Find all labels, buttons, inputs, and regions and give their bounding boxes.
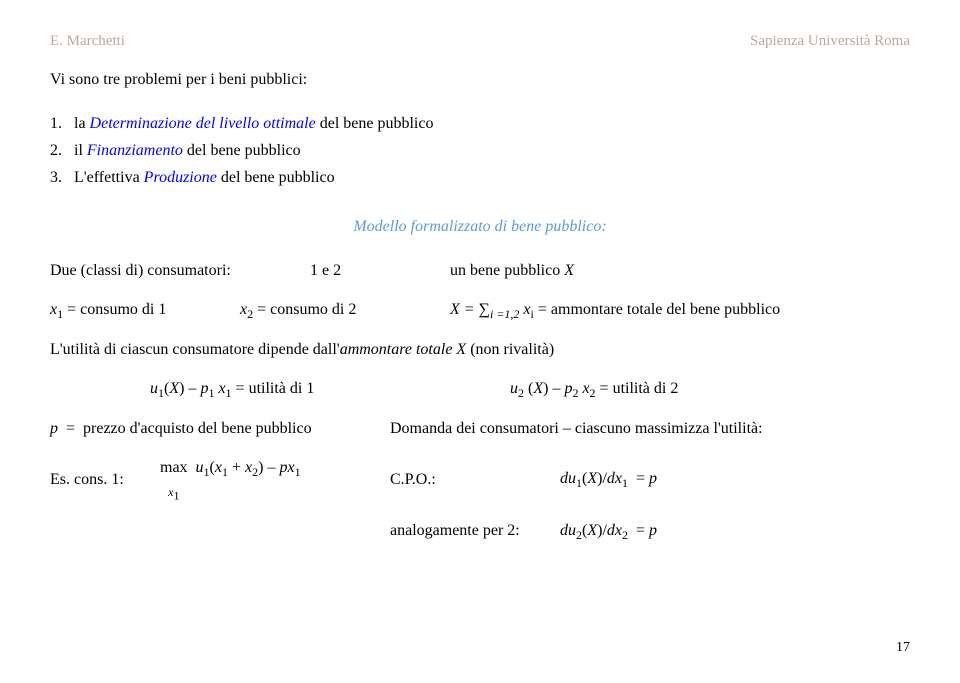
- header-author: E. Marchetti: [50, 30, 125, 53]
- consumption-row: x1 = consumo di 1 x2 = consumo di 2 X = …: [50, 298, 910, 323]
- price-row: p = prezzo d'acquisto del bene pubblico …: [50, 417, 910, 441]
- model-heading: Modello formalizzato di bene pubblico:: [50, 215, 910, 239]
- es-row: Es. cons. 1: max x1 u1(x1 + x2) – px1 C.…: [50, 456, 910, 504]
- utility-line: L'utilità di ciascun consumatore dipende…: [50, 338, 910, 362]
- list-item-2: 2. il Finanziamento del bene pubblico: [50, 139, 910, 163]
- list-item-1: 1. la Determinazione del livello ottimal…: [50, 112, 910, 136]
- intro-text: Vi sono tre problemi per i beni pubblici…: [50, 68, 910, 92]
- list-item-3: 3. L'effettiva Produzione del bene pubbl…: [50, 166, 910, 190]
- page-number: 17: [896, 637, 910, 658]
- consumers-row: Due (classi di) consumatori: 1 e 2 un be…: [50, 259, 910, 283]
- utilities-row: u1(X) – p1 x1 = utilità di 1 u2 (X) – p2…: [150, 377, 910, 402]
- analog-row: analogamente per 2: du2(X)/dx2 = p: [50, 519, 910, 544]
- header-institution: Sapienza Università Roma: [750, 30, 910, 53]
